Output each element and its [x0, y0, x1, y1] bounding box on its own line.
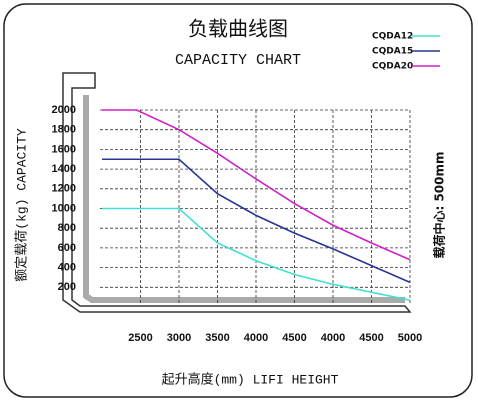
- x-tick-label: 4500: [359, 332, 383, 344]
- x-tick-label: 5000: [398, 332, 422, 344]
- x-tick-label: 4000: [321, 332, 345, 344]
- y-tick-label: 400: [58, 262, 76, 274]
- x-tick-label: 3500: [205, 332, 229, 344]
- y-axis-label: 额定载荷(kg) CAPACITY: [14, 128, 29, 282]
- chart-title: 负载曲线图: [188, 17, 288, 41]
- y-tick-label: 1000: [52, 202, 76, 214]
- y-tick-label: 1200: [52, 183, 76, 195]
- x-tick-label: 4500: [282, 332, 306, 344]
- legend-label: CQDA15: [372, 47, 413, 57]
- series-line: [102, 207, 411, 301]
- y-tick-label: 2000: [52, 104, 76, 116]
- chart-subtitle: CAPACITY CHART: [175, 52, 301, 69]
- y-tick-label: 1800: [52, 124, 76, 136]
- y-tick-label: 1400: [52, 163, 76, 175]
- x-tick-label: 3000: [167, 332, 191, 344]
- y-tick-label: 800: [58, 222, 76, 234]
- x-tick-label: 2500: [128, 332, 152, 344]
- y-tick-label: 200: [58, 281, 76, 293]
- y-tick-label: 600: [58, 242, 76, 254]
- fork-shadow: [83, 95, 405, 303]
- x-tick-label: 4000: [244, 332, 268, 344]
- x-axis-label: 起升高度(mm) LIFI HEIGHT: [162, 371, 339, 387]
- y-tick-label: 1600: [52, 143, 76, 155]
- series-line: [102, 109, 411, 261]
- legend-label: CQDA12: [372, 32, 413, 42]
- annotation: 载荷中心: 500mm: [432, 151, 447, 258]
- mast-outline: [62, 72, 412, 313]
- frame: [3, 3, 473, 398]
- series-line: [102, 158, 411, 284]
- legend-label: CQDA20: [372, 62, 413, 72]
